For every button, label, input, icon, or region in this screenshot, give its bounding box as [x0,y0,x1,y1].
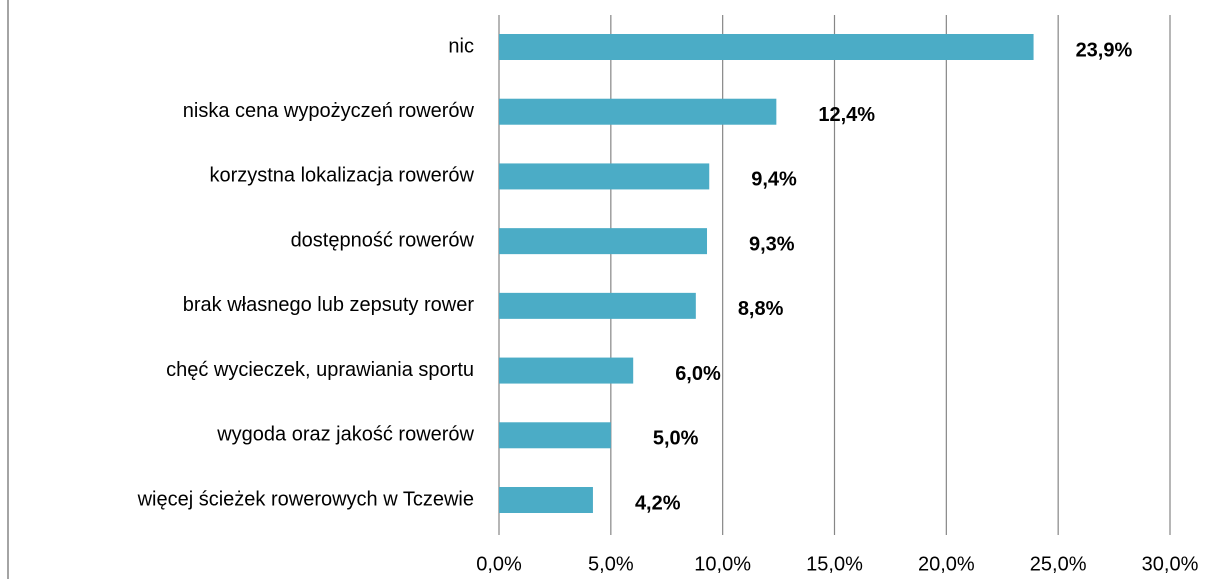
value-label: 8,8% [738,298,784,320]
bar [499,357,634,384]
value-label: 6,0% [675,363,721,385]
x-tick-label: 30,0% [1142,553,1199,575]
y-tick-label: chęć wycieczek, uprawiania sportu [166,359,474,381]
y-tick-label: więcej ścieżek rowerowych w Tczewie [137,488,474,510]
x-tick-label: 10,0% [694,553,751,575]
y-tick-label: niska cena wypożyczeń rowerów [183,100,475,122]
value-label: 9,4% [751,169,797,191]
y-tick-label: nic [448,35,474,57]
value-label: 9,3% [749,233,795,255]
value-label: 4,2% [635,492,681,514]
bar [499,292,696,319]
y-tick-label: korzystna lokalizacja rowerów [209,165,474,187]
x-tick-label: 20,0% [918,553,975,575]
y-tick-label: dostępność rowerów [291,229,475,251]
bar [499,163,710,190]
value-label: 23,9% [1076,39,1133,61]
value-label: 5,0% [653,428,699,450]
x-tick-label: 25,0% [1030,553,1087,575]
x-tick-label: 0,0% [476,553,522,575]
value-label: 12,4% [818,104,875,126]
bar [499,228,708,255]
bar [499,98,777,125]
bar [499,422,611,449]
y-tick-label: wygoda oraz jakość rowerów [216,424,474,446]
x-tick-label: 15,0% [806,553,863,575]
bar [499,34,1034,60]
bar [499,487,593,513]
y-tick-label: brak własnego lub zepsuty rower [183,294,475,316]
x-tick-label: 5,0% [588,553,634,575]
